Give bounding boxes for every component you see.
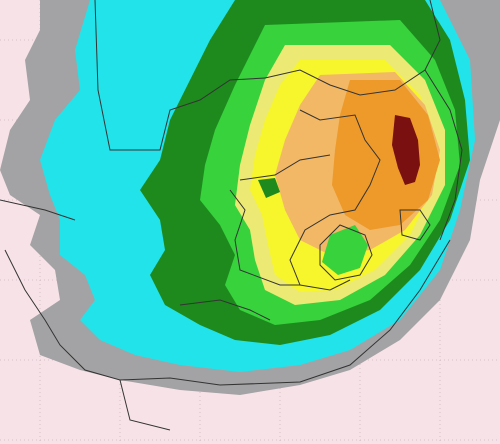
rainfall-band-dark-red: [392, 115, 420, 185]
rainfall-pocket-green: [322, 225, 368, 275]
country-borders: [0, 0, 463, 431]
rainfall-band-orange: [332, 80, 440, 230]
rainfall-pocket-dark-green: [258, 178, 280, 198]
